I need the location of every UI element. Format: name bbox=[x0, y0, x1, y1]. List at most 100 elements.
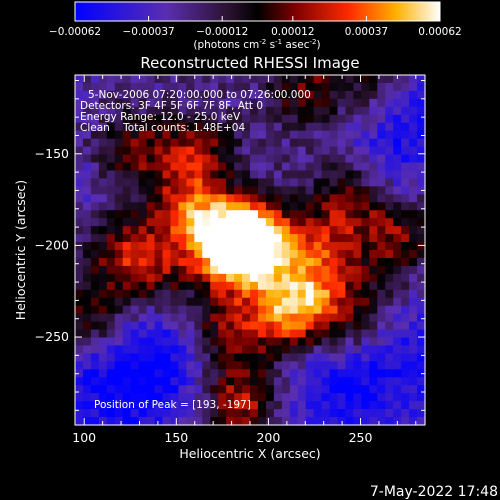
heatmap-cell bbox=[305, 321, 315, 331]
heatmap-cell bbox=[90, 186, 100, 195]
heatmap-cell bbox=[154, 409, 164, 418]
heatmap-cell bbox=[353, 106, 362, 116]
heatmap-cell bbox=[75, 297, 84, 307]
heatmap-cell bbox=[337, 138, 347, 148]
heatmap-cell bbox=[321, 289, 331, 299]
heatmap-cell bbox=[210, 313, 219, 323]
heatmap-cell bbox=[353, 273, 362, 283]
heatmap-cell bbox=[289, 114, 299, 124]
heatmap-cell bbox=[194, 186, 203, 195]
heatmap-cell bbox=[154, 289, 164, 299]
heatmap-cell bbox=[186, 202, 195, 211]
heatmap-cell bbox=[218, 242, 227, 251]
heatmap-cell bbox=[146, 393, 156, 402]
heatmap-cell bbox=[194, 82, 203, 92]
heatmap-cell bbox=[353, 361, 362, 370]
heatmap-cell bbox=[234, 194, 243, 203]
heatmap-cell bbox=[122, 281, 132, 291]
heatmap-cell bbox=[329, 234, 339, 243]
heatmap-cell bbox=[130, 210, 140, 219]
heatmap-cell bbox=[361, 234, 370, 243]
heatmap-cell bbox=[194, 289, 203, 299]
heatmap-cell bbox=[353, 98, 362, 108]
heatmap-cell bbox=[281, 361, 291, 370]
heatmap-cell bbox=[210, 329, 219, 339]
heatmap-cell bbox=[377, 130, 386, 140]
heatmap-cell bbox=[170, 146, 179, 156]
heatmap-cell bbox=[281, 114, 291, 124]
heatmap-cell bbox=[242, 369, 251, 378]
heatmap-cell bbox=[353, 417, 362, 426]
heatmap-cell bbox=[90, 234, 100, 243]
heatmap-cell bbox=[170, 369, 179, 378]
heatmap-cell bbox=[257, 186, 267, 195]
heatmap-cell bbox=[154, 210, 164, 219]
heatmap-cell bbox=[226, 186, 235, 195]
heatmap-cell bbox=[218, 321, 227, 331]
heatmap-cell bbox=[146, 146, 156, 156]
heatmap-cell bbox=[361, 369, 370, 378]
heatmap-cell bbox=[146, 75, 156, 84]
colorbar-tick-label: −0.00037 bbox=[122, 26, 174, 38]
heatmap-cell bbox=[250, 162, 259, 172]
heatmap-cell bbox=[369, 210, 378, 219]
heatmap-cell bbox=[98, 329, 108, 339]
heatmap-cell bbox=[154, 186, 164, 195]
heatmap-cell bbox=[250, 257, 259, 267]
heatmap-cell bbox=[210, 130, 219, 140]
heatmap-cell bbox=[401, 401, 410, 410]
heatmap-cell bbox=[90, 226, 100, 235]
heatmap-cell bbox=[377, 170, 386, 179]
heatmap-cell bbox=[345, 226, 354, 235]
heatmap-cell bbox=[305, 401, 315, 410]
heatmap-cell bbox=[194, 202, 203, 211]
heatmap-cell bbox=[361, 273, 370, 283]
heatmap-cell bbox=[297, 257, 307, 267]
heatmap-cell bbox=[393, 289, 402, 299]
heatmap-cell bbox=[297, 401, 307, 410]
heatmap-cell bbox=[138, 114, 148, 124]
heatmap-cell bbox=[242, 257, 251, 267]
heatmap-cell bbox=[106, 337, 116, 347]
heatmap-cell bbox=[409, 186, 418, 195]
heatmap-cell bbox=[242, 377, 251, 386]
heatmap-cell bbox=[265, 401, 275, 410]
heatmap-cell bbox=[146, 162, 156, 172]
heatmap-cell bbox=[162, 313, 172, 323]
heatmap-cell bbox=[417, 265, 426, 275]
heatmap-cell bbox=[186, 130, 195, 140]
heatmap-cell bbox=[393, 393, 402, 402]
heatmap-cell bbox=[218, 226, 227, 235]
heatmap-cell bbox=[234, 393, 243, 402]
heatmap-cell bbox=[226, 345, 235, 354]
heatmap-cell bbox=[393, 281, 402, 291]
heatmap-cell bbox=[194, 75, 203, 84]
heatmap-cell bbox=[122, 257, 132, 267]
heatmap-cell bbox=[337, 337, 347, 347]
heatmap-cell bbox=[130, 98, 140, 108]
heatmap-cell bbox=[281, 385, 291, 394]
heatmap-cell bbox=[297, 329, 307, 339]
heatmap-cell bbox=[385, 281, 394, 291]
heatmap-cell bbox=[178, 210, 187, 219]
heatmap-cell bbox=[297, 90, 307, 100]
heatmap-cell bbox=[130, 329, 140, 339]
heatmap-cell bbox=[218, 98, 227, 108]
heatmap-cell bbox=[154, 82, 164, 92]
heatmap-cell bbox=[321, 305, 331, 315]
heatmap-cell bbox=[289, 170, 299, 179]
heatmap-cell bbox=[130, 90, 140, 100]
heatmap-cell bbox=[361, 226, 370, 235]
heatmap-cell bbox=[401, 178, 410, 187]
heatmap-cell bbox=[257, 305, 267, 315]
heatmap-cell bbox=[114, 401, 124, 410]
heatmap-cell bbox=[417, 313, 426, 323]
heatmap-cell bbox=[377, 194, 386, 203]
heatmap-cell bbox=[130, 146, 140, 156]
heatmap-cell bbox=[289, 82, 299, 92]
heatmap-cell bbox=[82, 178, 92, 187]
heatmap-cell bbox=[273, 409, 283, 418]
heatmap-cell bbox=[297, 146, 307, 156]
heatmap-cell bbox=[329, 114, 339, 124]
heatmap-cell bbox=[242, 114, 251, 124]
